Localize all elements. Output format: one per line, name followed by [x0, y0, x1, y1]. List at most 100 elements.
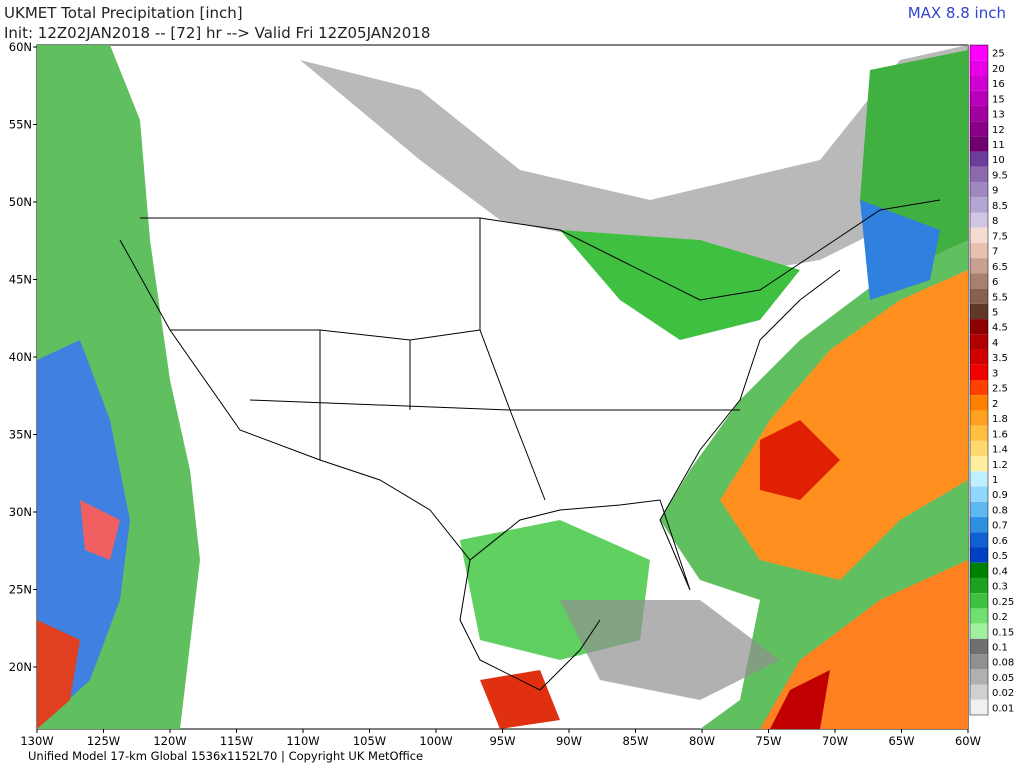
colorbar-swatch — [970, 501, 988, 518]
lat-label: 40N — [9, 350, 32, 364]
lat-label: 55N — [9, 118, 32, 132]
colorbar-swatch — [970, 608, 988, 624]
colorbar-label: 11 — [992, 140, 1005, 151]
colorbar-label: 15 — [992, 94, 1005, 105]
lon-labels: 130W 125W 120W 115W 110W 105W 100W 95W 90W 85W 80W… — [20, 729, 981, 748]
init-line: Init: 12Z02JAN2018 -- [72] hr --> Valid … — [4, 24, 430, 42]
boundaries — [119, 199, 941, 691]
colorbar-swatch — [970, 182, 988, 198]
lon-label: 90W — [556, 734, 582, 748]
colorbar-label: 0.3 — [992, 582, 1008, 593]
colorbar-swatch — [970, 334, 988, 350]
colorbar-swatch — [970, 166, 988, 183]
colorbar-swatch — [970, 547, 988, 563]
lon-label: 65W — [888, 734, 914, 748]
colorbar-label: 1.8 — [992, 414, 1008, 425]
lon-label: 60W — [955, 734, 981, 748]
colorbar-label: 6.5 — [992, 262, 1008, 273]
colorbar-label: 0.7 — [992, 521, 1008, 532]
colorbar-label: 10 — [992, 155, 1005, 166]
colorbar-swatch — [970, 471, 988, 487]
colorbar-label: 20 — [992, 64, 1005, 75]
colorbar-label: 13 — [992, 110, 1005, 121]
colorbar-swatch — [970, 517, 988, 533]
lat-labels: 60N 55N 50N 45N 40N 35N 30N 25N 20N — [9, 40, 37, 674]
colorbar-label: 0.4 — [992, 566, 1008, 577]
colorbar-swatch — [970, 593, 988, 609]
lat-label: 50N — [9, 195, 32, 209]
colorbar-label: 9 — [992, 186, 998, 197]
colorbar-swatch — [970, 151, 988, 167]
colorbar-swatch — [970, 532, 988, 548]
colorbar-label: 1.4 — [992, 445, 1008, 456]
colorbar-label: 0.1 — [992, 642, 1008, 653]
colorbar-swatch — [970, 456, 988, 472]
colorbar-label: 1 — [992, 475, 998, 486]
lon-label: 95W — [489, 734, 515, 748]
colorbar-swatch — [970, 273, 988, 289]
colorbar-label: 7 — [992, 247, 998, 258]
colorbar-swatch — [970, 410, 988, 426]
lon-label: 70W — [822, 734, 848, 748]
colorbar-label: 1.2 — [992, 460, 1008, 471]
colorbar-swatch — [970, 45, 988, 61]
lon-label: 75W — [755, 734, 781, 748]
colorbar-swatch — [970, 577, 988, 594]
colorbar-swatch — [970, 623, 988, 639]
colorbar-label: 7.5 — [992, 231, 1008, 242]
colorbar-label: 9.5 — [992, 170, 1008, 181]
colorbar-label: 5 — [992, 307, 998, 318]
title: UKMET Total Precipitation [inch] — [4, 4, 243, 22]
footer: Unified Model 17-km Global 1536x1152L70 … — [28, 749, 423, 763]
max-label: MAX 8.8 inch — [908, 4, 1006, 22]
map — [36, 44, 969, 730]
lat-label: 45N — [9, 273, 32, 287]
colorbar-swatch — [970, 684, 988, 700]
colorbar-label: 3.5 — [992, 353, 1008, 364]
colorbar-label: 6 — [992, 277, 998, 288]
colorbar-label: 0.2 — [992, 612, 1008, 623]
colorbar-label: 2.5 — [992, 384, 1008, 395]
colorbar-label: 0.01 — [992, 703, 1014, 714]
colorbar-label: 2 — [992, 399, 998, 410]
lon-label: 115W — [220, 734, 253, 748]
lat-label: 60N — [9, 40, 32, 54]
lon-label: 110W — [286, 734, 319, 748]
colorbar-label: 8.5 — [992, 201, 1008, 212]
lat-label: 30N — [9, 505, 32, 519]
lon-label: 120W — [153, 734, 186, 748]
colorbar-label: 4.5 — [992, 323, 1008, 334]
colorbar-label: 0.8 — [992, 505, 1008, 516]
colorbar-label: 12 — [992, 125, 1005, 136]
colorbar-swatch — [970, 395, 988, 411]
colorbar-swatch — [970, 486, 988, 502]
lat-label: 35N — [9, 428, 32, 442]
colorbar-swatch — [970, 75, 988, 91]
colorbar-swatch — [970, 699, 988, 715]
colorbar-swatch — [970, 319, 988, 335]
colorbar-label: 0.15 — [992, 627, 1014, 638]
colorbar-swatch — [970, 562, 988, 578]
lon-label: 100W — [419, 734, 452, 748]
lon-label: 125W — [87, 734, 120, 748]
colorbar-swatch — [970, 440, 988, 457]
colorbar-swatch — [970, 121, 988, 137]
colorbar-label: 25 — [992, 49, 1005, 60]
colorbar-swatch — [970, 364, 988, 380]
colorbar-swatch — [970, 90, 988, 106]
colorbar-swatch — [970, 197, 988, 213]
colorbar-swatch — [970, 425, 988, 441]
colorbar-label: 0.6 — [992, 536, 1008, 547]
colorbar-swatch — [970, 654, 988, 670]
colorbar-label: 0.02 — [992, 688, 1014, 699]
colorbar-label: 0.08 — [992, 658, 1014, 669]
colorbar: 25201615131211109.598.587.576.565.554.54… — [969, 44, 1014, 716]
colorbar-swatch — [970, 288, 988, 304]
lon-label: 85W — [622, 734, 648, 748]
colorbar-swatch — [970, 60, 988, 76]
colorbar-swatch — [970, 242, 988, 259]
colorbar-label: 0.9 — [992, 490, 1008, 501]
colorbar-label: 4 — [992, 338, 998, 349]
colorbar-label: 0.5 — [992, 551, 1008, 562]
